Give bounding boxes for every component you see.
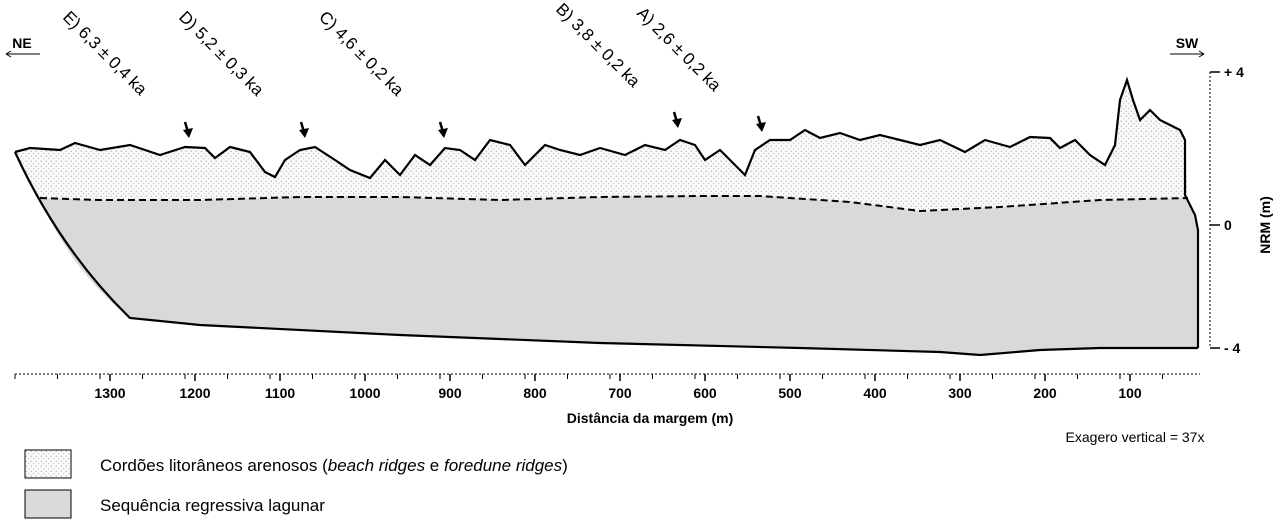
legend-label: Cordões litorâneos arenosos (beach ridge…: [100, 456, 568, 475]
x-tick-label: 1200: [179, 385, 210, 401]
x-tick-label: 1300: [94, 385, 125, 401]
note: Exagero vertical = 37x: [1066, 429, 1205, 445]
x-tick-label: 1000: [349, 385, 380, 401]
legend-swatch: [25, 450, 71, 478]
x-tick-label: 500: [778, 385, 802, 401]
x-tick-label: 900: [438, 385, 462, 401]
sample-label: E) 6,3 ± 0,4 ka: [59, 7, 151, 99]
x-tick-label: 400: [863, 385, 887, 401]
sample-arrowhead: [438, 128, 448, 138]
sample-arrowhead: [299, 128, 309, 138]
x-tick-label: 1100: [265, 385, 296, 401]
sample-label: C) 4,6 ± 0,2 ka: [315, 7, 408, 100]
sw-label: SW: [1176, 35, 1199, 51]
sample-label: A) 2,6 ± 0,2 ka: [633, 3, 725, 95]
y-tick-label: + 4: [1224, 64, 1244, 80]
legend-text: foredune ridges: [444, 456, 563, 475]
sample-label: B) 3,8 ± 0,2 ka: [552, 0, 644, 91]
legend-swatch: [25, 490, 71, 518]
sample-arrowhead: [183, 128, 193, 138]
lagoon-unit: [40, 196, 1198, 355]
legend-text: Sequência regressiva lagunar: [100, 496, 325, 515]
x-tick-label: 200: [1033, 385, 1057, 401]
x-tick-label: 700: [608, 385, 632, 401]
ne-label: NE: [12, 35, 31, 51]
y-tick-label: - 4: [1224, 340, 1241, 356]
sw-arrow: [1170, 51, 1204, 57]
ne-arrow: [6, 51, 40, 57]
figure: NE SW NRM (m) Distância da margem (m) Ex…: [0, 0, 1282, 522]
sample-arrowhead: [756, 122, 766, 132]
x-tick-label: 100: [1118, 385, 1142, 401]
legend-text: beach ridges: [328, 456, 426, 475]
y-tick-label: 0: [1224, 217, 1232, 233]
legend-text: Cordões litorâneos arenosos (: [100, 456, 328, 475]
x-tick-label: 300: [948, 385, 972, 401]
sample-label: D) 5,2 ± 0,3 ka: [175, 7, 268, 100]
legend-text: ): [562, 456, 568, 475]
x-tick-label: 800: [523, 385, 547, 401]
legend-text: e: [425, 456, 444, 475]
legend-label: Sequência regressiva lagunar: [100, 496, 325, 515]
x-tick-label: 600: [693, 385, 717, 401]
y-axis-title: NRM (m): [1257, 196, 1273, 254]
x-axis-title: Distância da margem (m): [567, 410, 734, 426]
sample-arrowhead: [672, 118, 682, 128]
